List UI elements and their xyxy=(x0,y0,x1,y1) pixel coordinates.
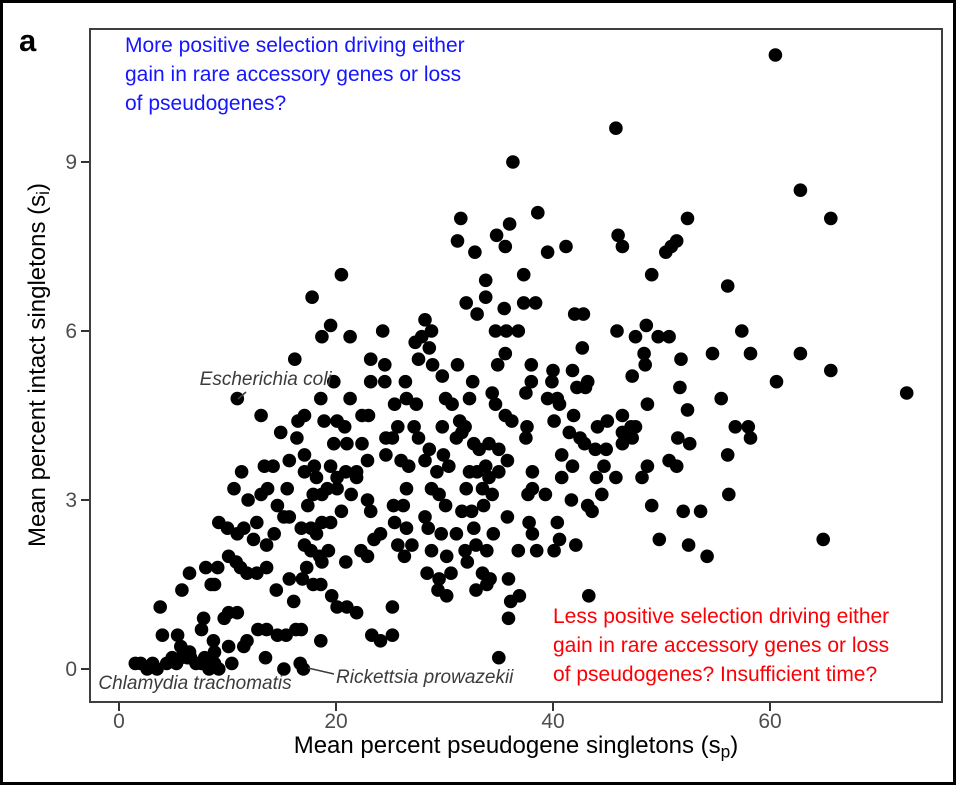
x-tick-mark xyxy=(118,703,120,711)
y-tick-label: 3 xyxy=(65,489,77,512)
x-axis-title: Mean percent pseudogene singletons (sp) xyxy=(293,732,739,762)
species-label-escherichia-coli: Escherichia coli xyxy=(199,369,332,391)
y-tick-mark xyxy=(81,499,89,501)
species-label-chlamydia-trachomatis: Chlamydia trachomatis xyxy=(98,673,292,695)
y-tick-mark xyxy=(81,668,89,670)
y-tick-label: 0 xyxy=(65,658,77,681)
annotation-more-positive-selection: More positive selection driving either g… xyxy=(125,34,465,115)
species-label-rickettsia-prowazekii: Rickettsia prowazekii xyxy=(336,667,514,688)
x-tick-mark xyxy=(769,703,771,711)
x-tick-mark xyxy=(335,703,337,711)
y-tick-label: 9 xyxy=(65,151,77,175)
x-tick-label: 20 xyxy=(324,710,348,733)
panel-label: a xyxy=(19,23,37,58)
y-tick-label: 6 xyxy=(65,320,77,344)
x-tick-label: 40 xyxy=(541,710,565,733)
y-tick-mark xyxy=(81,330,89,333)
y-axis-title: Mean percent intact singletons (si) xyxy=(23,182,54,548)
y-tick-mark xyxy=(81,161,89,164)
x-tick-label: 60 xyxy=(758,710,782,733)
annotation-less-positive-selection: Less positive selection driving either g… xyxy=(553,605,890,686)
x-tick-label: 0 xyxy=(113,710,125,733)
x-tick-mark xyxy=(552,703,554,711)
